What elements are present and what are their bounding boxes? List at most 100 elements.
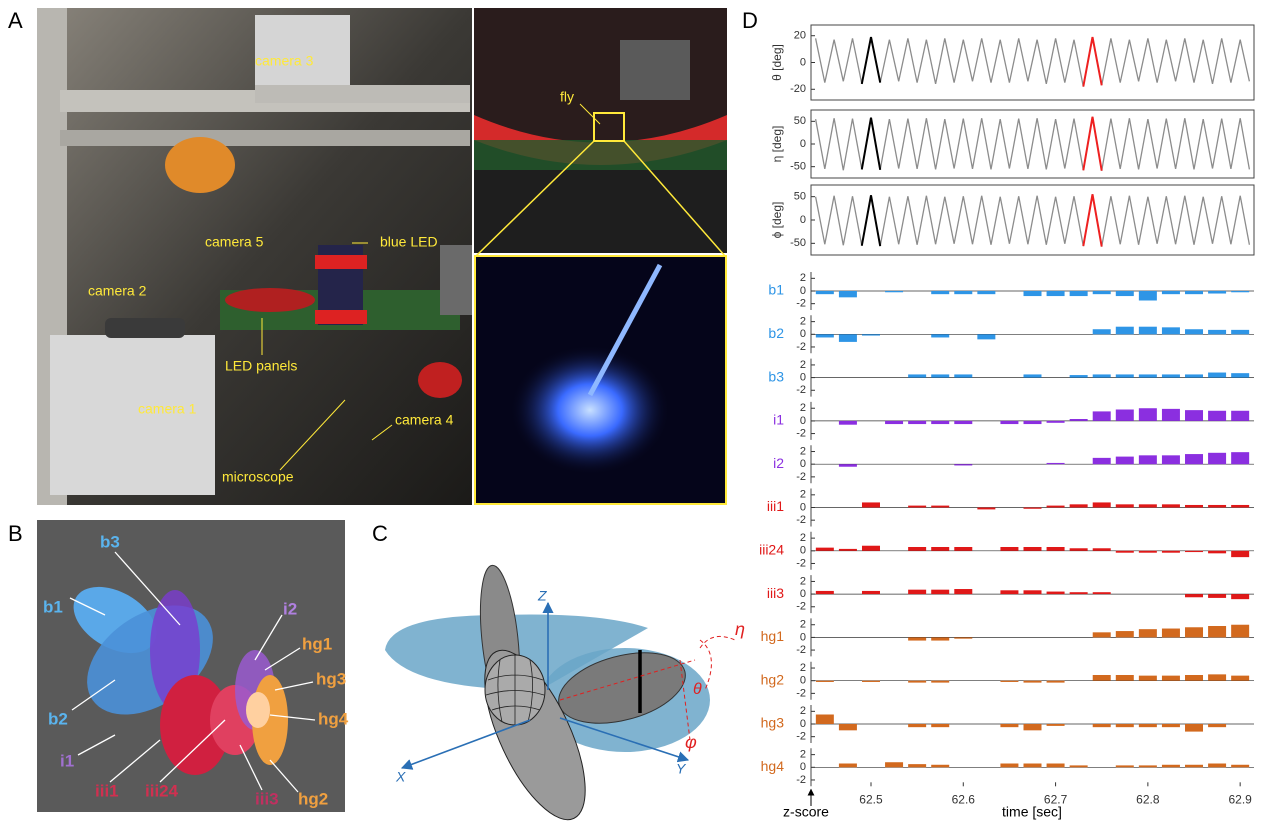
bar [1115,504,1134,508]
bar [815,334,834,338]
bar [861,680,880,682]
bar [931,547,950,551]
bar [838,420,857,425]
bar [1231,764,1250,768]
bar [931,724,950,728]
y-tick-label: 0 [800,458,806,470]
y-tick-label: -2 [796,384,806,396]
plot-frame [810,109,1255,179]
y-tick-label: 0 [800,501,806,513]
trace [814,194,1251,247]
y-tick-label: -50 [790,161,806,173]
bar [861,590,880,595]
bar [954,374,973,378]
bar [1023,763,1042,768]
trace [1082,116,1103,171]
bar [1161,374,1180,378]
bar [1000,763,1019,768]
bar [1092,291,1111,295]
angle-label: θ [693,681,702,698]
x-tick-label: 62.8 [1136,792,1160,806]
y-tick-label: -2 [796,731,806,743]
bar [1023,590,1042,595]
muscle-label: b2 [48,709,68,728]
y-axis-label: η [deg] [770,126,784,163]
y-tick-label: 2 [800,705,806,717]
bar [1231,291,1250,293]
row-label: i1 [773,412,784,428]
bar [838,334,857,342]
bar [1092,457,1111,465]
bar [1069,291,1088,297]
leader-lines [261,103,601,471]
bar [1208,410,1227,421]
bar [1046,547,1065,551]
bar [1161,327,1180,335]
bar [1046,763,1065,768]
photo-label: fly [560,89,574,105]
muscle-label: iii3 [255,789,279,808]
row-label: iii3 [767,585,784,601]
y-tick-label: 0 [800,588,806,600]
bar [1138,326,1157,335]
bar [861,502,880,508]
bar [885,762,904,768]
bar [1000,547,1019,551]
row-label: b2 [768,325,784,341]
bar [1046,591,1065,595]
trace [814,36,1251,87]
bar [1185,504,1204,508]
bar [1000,420,1019,425]
bar [838,548,857,551]
bar [1185,724,1204,732]
bar [1138,408,1157,421]
muscle-label: i1 [60,751,74,770]
muscle-label: i2 [283,599,297,618]
row-label: hg3 [761,715,785,731]
photo-label: LED panels [225,358,297,374]
bar [1185,675,1204,681]
y-tick-label: 2 [800,619,806,631]
bar [1023,374,1042,378]
bar [1185,410,1204,421]
bar [1115,326,1134,335]
bar [1185,627,1204,638]
bar [838,291,857,298]
muscle-image [37,520,345,812]
y-tick-label: 0 [800,372,806,384]
bar [1023,507,1042,509]
bar [1069,375,1088,378]
y-tick-label: 0 [800,138,806,150]
fly-model [385,564,736,821]
y-tick-label: 2 [800,316,806,328]
bar [1231,594,1250,600]
axis-label: Y [676,761,687,777]
y-tick-label: -2 [796,298,806,310]
bar [1069,504,1088,508]
bar [1138,550,1157,553]
photo-rig [37,8,472,505]
bar [815,547,834,551]
bar [885,291,904,293]
photo-label: microscope [222,469,294,485]
y-tick-label: 2 [800,749,806,761]
row-label: hg1 [761,628,785,644]
y-tick-label: -2 [796,514,806,526]
x-tick-label: 62.6 [952,792,976,806]
y-tick-label: 0 [800,214,806,226]
bar [908,505,927,508]
bar [1161,455,1180,465]
bar [1161,675,1180,681]
bar [1023,291,1042,297]
bar [1231,373,1250,378]
y-tick-label: 0 [800,631,806,643]
photo-closeup [474,8,727,257]
bar [1208,674,1227,681]
y-tick-label: 0 [800,56,806,68]
bar [1046,291,1065,297]
bar [1161,291,1180,295]
trace [1082,194,1103,247]
x-tick-label: 62.9 [1228,792,1252,806]
y-tick-label: 2 [800,272,806,284]
panel-label: D [742,8,758,33]
